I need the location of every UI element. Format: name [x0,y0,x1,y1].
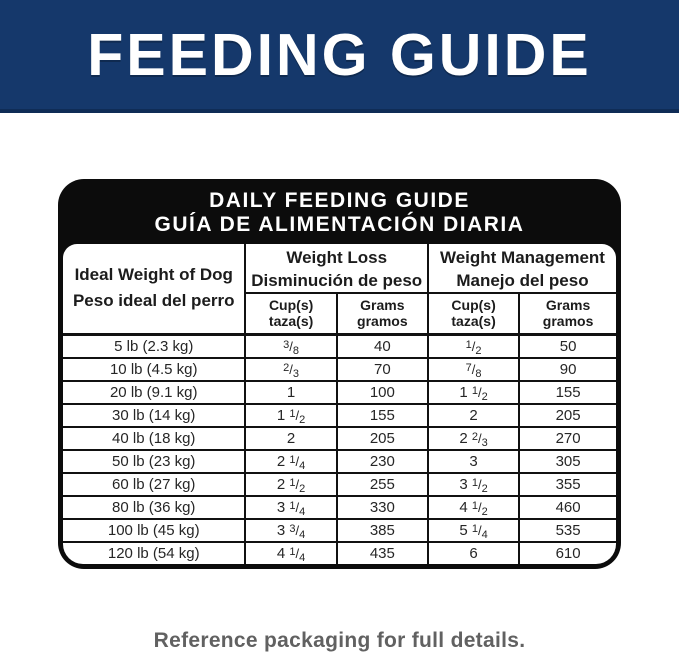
cell-weight: 5 lb (2.3 kg) [63,332,246,358]
table-row: 50 lb (23 kg) 2 1/4 230 3 305 [63,448,616,473]
feeding-guide-banner: FEEDING GUIDE [0,0,679,113]
table-row: 5 lb (2.3 kg) 3/8 40 1/2 50 [63,332,616,358]
loss-grams-header-es: gramos [357,313,408,330]
cell-loss-cups: 1 [244,379,337,404]
cell-mgmt-cups: 3 1/2 [426,471,520,496]
cell-loss-grams: 70 [335,356,428,381]
cell-mgmt-cups: 6 [426,540,520,564]
sub-header-row: Cup(s) taza(s) Grams gramos Cup(s) taza(… [63,293,616,334]
cell-weight: 120 lb (54 kg) [63,540,246,564]
cell-weight: 20 lb (9.1 kg) [63,379,246,404]
table-row: 40 lb (18 kg) 2 205 2 2/3 270 [63,425,616,450]
mgmt-grams-header-en: Grams [545,297,591,314]
cell-mgmt-grams: 610 [518,540,616,564]
footer-note: Reference packaging for full details. [153,628,526,652]
table-row: 60 lb (27 kg) 2 1/2 255 3 1/2 355 [63,471,616,496]
cell-loss-cups: 2/3 [244,356,337,381]
cell-loss-grams: 435 [335,540,428,564]
cell-mgmt-cups: 7/8 [426,356,520,381]
mgmt-cups-header-en: Cup(s) [451,297,496,314]
cell-loss-cups: 1 1/2 [244,402,337,427]
table-row: 120 lb (54 kg) 4 1/4 435 6 610 [63,540,616,564]
table-row: 80 lb (36 kg) 3 1/4 330 4 1/2 460 [63,494,616,519]
cell-mgmt-grams: 205 [518,402,616,427]
weight-management-header-es: Manejo del peso [456,271,589,290]
cell-mgmt-cups: 3 [426,448,520,473]
cell-weight: 50 lb (23 kg) [63,448,246,473]
weight-management-header: Weight Management Manejo del peso [426,244,616,294]
dog-weight-header: Ideal Weight of Dog Peso ideal del perro [63,244,245,334]
card-title: DAILY FEEDING GUIDE GUÍA DE ALIMENTACIÓN… [63,179,616,244]
banner-title: FEEDING GUIDE [87,21,592,88]
loss-cups-header: Cup(s) taza(s) [244,293,337,334]
cell-loss-grams: 330 [335,494,428,519]
dog-weight-header-en: Ideal Weight of Dog [74,265,233,285]
cell-mgmt-cups: 1/2 [426,332,520,358]
table-row: 100 lb (45 kg) 3 3/4 385 5 1/4 535 [63,517,616,542]
cell-mgmt-cups: 1 1/2 [426,379,520,404]
cell-mgmt-grams: 50 [518,332,616,358]
cell-weight: 80 lb (36 kg) [63,494,246,519]
cell-mgmt-grams: 535 [518,517,616,542]
cell-mgmt-grams: 355 [518,471,616,496]
dog-weight-header-es: Peso ideal del perro [72,291,235,311]
table-row: 30 lb (14 kg) 1 1/2 155 2 205 [63,402,616,427]
mgmt-grams-header: Grams gramos [518,293,616,334]
mgmt-grams-header-es: gramos [542,313,594,330]
cell-loss-grams: 100 [335,379,428,404]
cell-loss-cups: 3/8 [244,332,337,358]
cell-loss-grams: 205 [335,425,428,450]
cell-mgmt-grams: 460 [518,494,616,519]
mgmt-cups-header: Cup(s) taza(s) [426,293,520,334]
loss-grams-header: Grams gramos [335,293,428,334]
cell-loss-cups: 2 1/2 [244,471,337,496]
weight-loss-header-es: Disminución de peso [251,271,423,290]
cell-mgmt-cups: 2 2/3 [426,425,520,450]
cell-loss-grams: 40 [335,332,428,358]
loss-cups-header-es: taza(s) [268,313,314,330]
cell-loss-grams: 230 [335,448,428,473]
cell-mgmt-grams: 305 [518,448,616,473]
loss-grams-header-en: Grams [360,297,405,314]
feeding-table: Ideal Weight of Dog Peso ideal del perro… [63,244,616,564]
card-title-en: DAILY FEEDING GUIDE [209,189,470,212]
weight-management-header-en: Weight Management [439,248,605,267]
cell-loss-grams: 155 [335,402,428,427]
mgmt-cups-header-es: taza(s) [451,313,496,330]
table-row: 10 lb (4.5 kg) 2/3 70 7/8 90 [63,356,616,381]
feeding-table-body: 5 lb (2.3 kg) 3/8 40 1/2 50 10 lb (4.5 kg) 2/3… [63,332,616,564]
cell-weight: 30 lb (14 kg) [63,402,246,427]
cell-mgmt-grams: 90 [518,356,616,381]
loss-cups-header-en: Cup(s) [268,297,314,314]
table-row: 20 lb (9.1 kg) 1 100 1 1/2 155 [63,379,616,404]
cell-loss-grams: 255 [335,471,428,496]
cell-mgmt-grams: 270 [518,425,616,450]
cell-weight: 10 lb (4.5 kg) [63,356,246,381]
cell-loss-cups: 2 1/4 [244,448,337,473]
weight-loss-header: Weight Loss Disminución de peso [244,244,428,294]
weight-loss-header-en: Weight Loss [286,248,388,267]
cell-weight: 60 lb (27 kg) [63,471,246,496]
feeding-table-wrap: Ideal Weight of Dog Peso ideal del perro… [63,244,616,564]
cell-weight: 40 lb (18 kg) [63,425,246,450]
cell-loss-grams: 385 [335,517,428,542]
daily-feeding-guide-card: DAILY FEEDING GUIDE GUÍA DE ALIMENTACIÓN… [58,179,621,569]
cell-mgmt-grams: 155 [518,379,616,404]
cell-mgmt-cups: 2 [426,402,520,427]
cell-loss-cups: 3 1/4 [244,494,337,519]
cell-loss-cups: 2 [244,425,337,450]
cell-loss-cups: 3 3/4 [244,517,337,542]
card-title-es: GUÍA DE ALIMENTACIÓN DIARIA [154,213,525,236]
group-header-row: Ideal Weight of Dog Peso ideal del perro… [63,244,616,310]
cell-weight: 100 lb (45 kg) [63,517,246,542]
cell-mgmt-cups: 5 1/4 [426,517,520,542]
cell-mgmt-cups: 4 1/2 [426,494,520,519]
cell-loss-cups: 4 1/4 [244,540,337,564]
